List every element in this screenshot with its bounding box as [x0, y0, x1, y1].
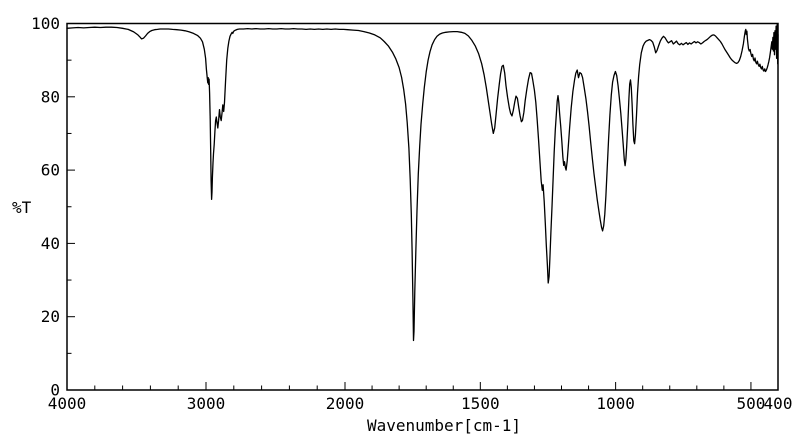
plot-frame	[66, 22, 779, 391]
x-tick-label-400: 400	[764, 394, 793, 413]
y-tick-label-100: 100	[31, 14, 60, 33]
x-tick-label-1000: 1000	[596, 394, 635, 413]
y-axis-title: %T	[12, 198, 32, 217]
y-tick-label-0: 0	[50, 381, 60, 400]
x-tick-label-500: 500	[736, 394, 765, 413]
y-tick-label-20: 20	[41, 307, 60, 326]
y-tick-label-80: 80	[41, 87, 60, 106]
x-tick-label-2000: 2000	[326, 394, 365, 413]
x-tick-label-1500: 1500	[461, 394, 500, 413]
spectrum-trace	[66, 23, 779, 342]
y-tick-label-40: 40	[41, 234, 60, 253]
x-axis-title: Wavenumber[cm-1]	[366, 416, 522, 435]
x-tick-label-3000: 3000	[187, 394, 226, 413]
y-tick-label-60: 60	[41, 161, 60, 180]
x-tick-label-4000: 4000	[48, 394, 87, 413]
